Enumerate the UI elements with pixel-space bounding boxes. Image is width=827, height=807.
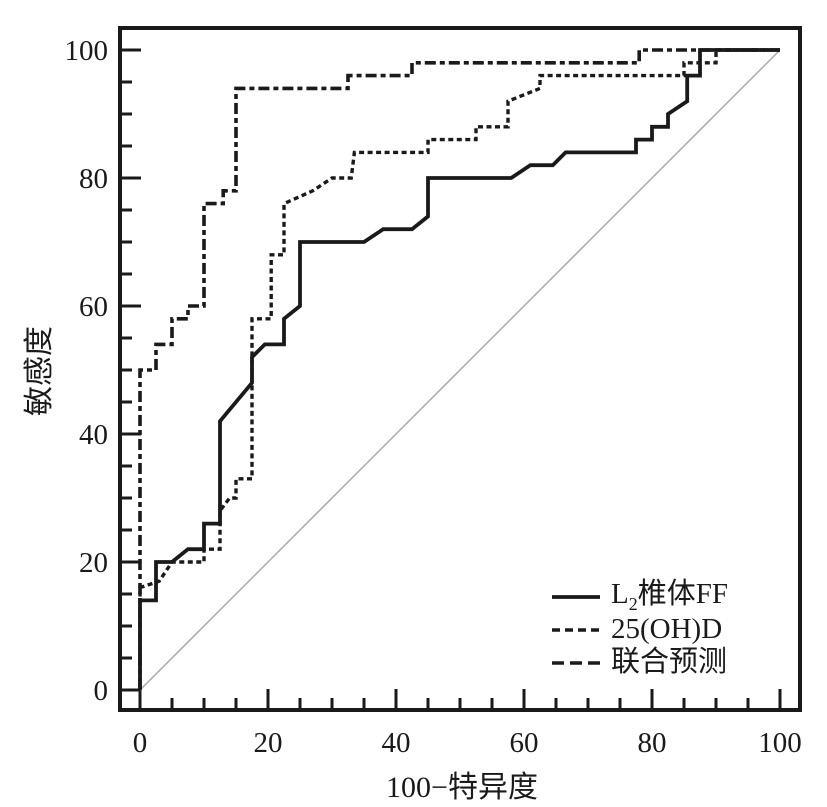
legend: L2椎体FF 25(OH)D 联合预测 xyxy=(551,580,728,679)
x-tick-label: 100 xyxy=(758,727,802,759)
y-tick-label: 100 xyxy=(65,35,109,67)
legend-label-combined: 联合预测 xyxy=(611,646,728,678)
chance-diagonal xyxy=(139,49,781,691)
x-tick-label: 0 xyxy=(133,727,148,759)
x-tick-label: 40 xyxy=(382,727,411,759)
y-tick-label: 20 xyxy=(79,547,108,579)
curve-combined-prediction xyxy=(138,48,780,690)
legend-item-25ohd: 25(OH)D xyxy=(551,613,728,646)
curve-l2-vertebra-ff xyxy=(138,48,780,690)
x-tick-label: 80 xyxy=(638,727,667,759)
y-tick-label: 40 xyxy=(79,419,108,451)
plot-frame xyxy=(118,26,802,712)
legend-line-fine-dash xyxy=(552,627,600,632)
legend-line-solid xyxy=(552,594,600,599)
legend-item-combined: 联合预测 xyxy=(551,646,728,679)
y-tick-label: 0 xyxy=(94,675,109,707)
x-axis-title: 100−特异度 xyxy=(386,771,538,804)
y-tick-label: 80 xyxy=(79,163,108,195)
x-tick-label: 20 xyxy=(254,727,283,759)
legend-item-l2-ff: L2椎体FF xyxy=(551,580,728,613)
y-tick-label: 60 xyxy=(79,291,108,323)
legend-line-coarse-dash xyxy=(552,660,600,665)
x-tick-label: 60 xyxy=(510,727,539,759)
curve-25-oh-d xyxy=(138,48,780,690)
legend-label-l2-ff: L2椎体FF xyxy=(611,578,728,614)
y-axis-title: 敏感度 xyxy=(23,326,56,416)
legend-label-25ohd: 25(OH)D xyxy=(611,613,723,645)
